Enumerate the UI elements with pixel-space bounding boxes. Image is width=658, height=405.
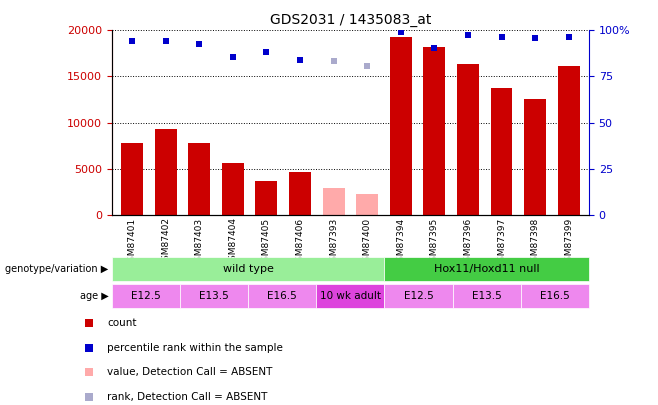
Point — [362, 63, 372, 70]
Text: genotype/variation ▶: genotype/variation ▶ — [5, 264, 109, 274]
Text: value, Detection Call = ABSENT: value, Detection Call = ABSENT — [107, 367, 272, 377]
Bar — [558, 66, 580, 215]
Bar — [524, 100, 546, 215]
Text: percentile rank within the sample: percentile rank within the sample — [107, 343, 283, 353]
Text: age ▶: age ▶ — [80, 291, 109, 301]
Text: E12.5: E12.5 — [131, 291, 161, 301]
Bar — [180, 284, 248, 308]
Text: E16.5: E16.5 — [540, 291, 570, 301]
Bar — [491, 87, 513, 215]
Point — [328, 58, 339, 64]
Point — [530, 34, 540, 41]
Bar — [155, 129, 176, 215]
Point — [161, 38, 171, 45]
Point — [563, 34, 574, 40]
Bar — [289, 172, 311, 215]
Text: E16.5: E16.5 — [267, 291, 297, 301]
Bar — [356, 194, 378, 215]
Bar — [248, 284, 316, 308]
Text: rank, Detection Call = ABSENT: rank, Detection Call = ABSENT — [107, 392, 267, 402]
Point — [395, 29, 406, 36]
Point — [261, 49, 272, 56]
Point — [228, 54, 238, 60]
Point — [84, 320, 95, 326]
Point — [84, 344, 95, 351]
Point — [127, 38, 138, 45]
Point — [84, 394, 95, 400]
Bar — [424, 47, 445, 215]
Bar — [520, 284, 589, 308]
Text: E13.5: E13.5 — [472, 291, 501, 301]
Bar — [121, 143, 143, 215]
Point — [496, 34, 507, 40]
Bar — [255, 181, 277, 215]
Text: wild type: wild type — [222, 264, 274, 274]
Point — [463, 32, 473, 38]
Point — [194, 41, 205, 47]
Bar — [188, 143, 210, 215]
Text: Hox11/Hoxd11 null: Hox11/Hoxd11 null — [434, 264, 540, 274]
Bar — [453, 284, 520, 308]
Point — [429, 45, 440, 51]
Bar — [316, 284, 384, 308]
Point — [84, 369, 95, 375]
Bar — [390, 37, 412, 215]
Bar — [222, 163, 243, 215]
Point — [295, 57, 305, 63]
Bar — [322, 188, 345, 215]
Bar — [384, 284, 453, 308]
Bar — [457, 64, 479, 215]
Text: count: count — [107, 318, 136, 328]
Text: E12.5: E12.5 — [403, 291, 434, 301]
Bar — [112, 257, 384, 281]
Bar — [112, 284, 180, 308]
Text: E13.5: E13.5 — [199, 291, 229, 301]
Bar — [384, 257, 589, 281]
Title: GDS2031 / 1435083_at: GDS2031 / 1435083_at — [270, 13, 431, 27]
Text: 10 wk adult: 10 wk adult — [320, 291, 381, 301]
